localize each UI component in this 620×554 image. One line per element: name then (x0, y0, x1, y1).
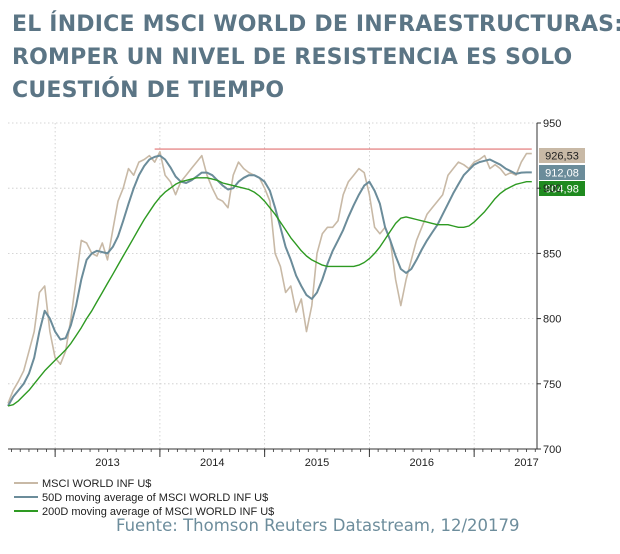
legend: MSCI WORLD INF U$ 50D moving average of … (14, 478, 274, 518)
series-line-price (7, 150, 532, 404)
x-tick-label-2015: 2015 (305, 457, 329, 469)
x-tick-label-2016: 2016 (410, 457, 434, 469)
value-tag-2: 904,98 (539, 181, 585, 196)
plot-frame (8, 123, 537, 449)
series-group (7, 150, 532, 407)
value-tag-label: 912,08 (545, 168, 579, 180)
title-line-2: ROMPER UN NIVEL DE RESISTENCIA ES SOLO (12, 45, 573, 70)
x-tick-label-2017: 2017 (514, 457, 538, 469)
value-tag-label: 904,98 (545, 184, 579, 196)
y-tick-label-800: 800 (543, 314, 561, 326)
legend-label-ma200: 200D moving average of MSCI WORLD INF U$ (42, 506, 274, 518)
y-tick-label-850: 850 (543, 248, 561, 260)
title-line-3: CUESTIÓN DE TIEMPO (12, 78, 285, 103)
x-tick-label-2013: 2013 (95, 457, 119, 469)
y-tick-label-900: 900 (543, 183, 561, 195)
axis-ticks: 700 750 800 850 900 950 2013 2014 2015 2016 2017 (11, 118, 561, 469)
y-tick-label-750: 750 (543, 379, 561, 391)
legend-label-ma50: 50D moving average of MSCI WORLD INF U$ (42, 492, 268, 504)
y-tick-label-700: 700 (543, 444, 561, 456)
value-tag-bg (539, 181, 585, 196)
value-tag-bg (539, 165, 585, 180)
grid-lines (8, 122, 537, 449)
x-tick-label-2014: 2014 (200, 457, 224, 469)
legend-label-price: MSCI WORLD INF U$ (42, 478, 151, 490)
value-tag-label: 926,53 (545, 151, 579, 163)
source-note: Fuente: Thomson Reuters Datastream, 12/2… (116, 516, 520, 535)
title-line-1: EL ÍNDICE MSCI WORLD DE INFRAESTRUCTURAS… (12, 12, 620, 37)
y-tick-label-950: 950 (543, 118, 561, 130)
series-line-ma200 (7, 177, 532, 407)
value-tag-1: 912,08 (539, 165, 585, 180)
chart-title: EL ÍNDICE MSCI WORLD DE INFRAESTRUCTURAS… (12, 8, 620, 107)
series-line-ma50 (7, 154, 532, 407)
value-tag-0: 926,53 (539, 148, 585, 163)
value-tag-bg (539, 148, 585, 163)
value-tags: 926,53 912,08 904,98 (539, 148, 585, 196)
